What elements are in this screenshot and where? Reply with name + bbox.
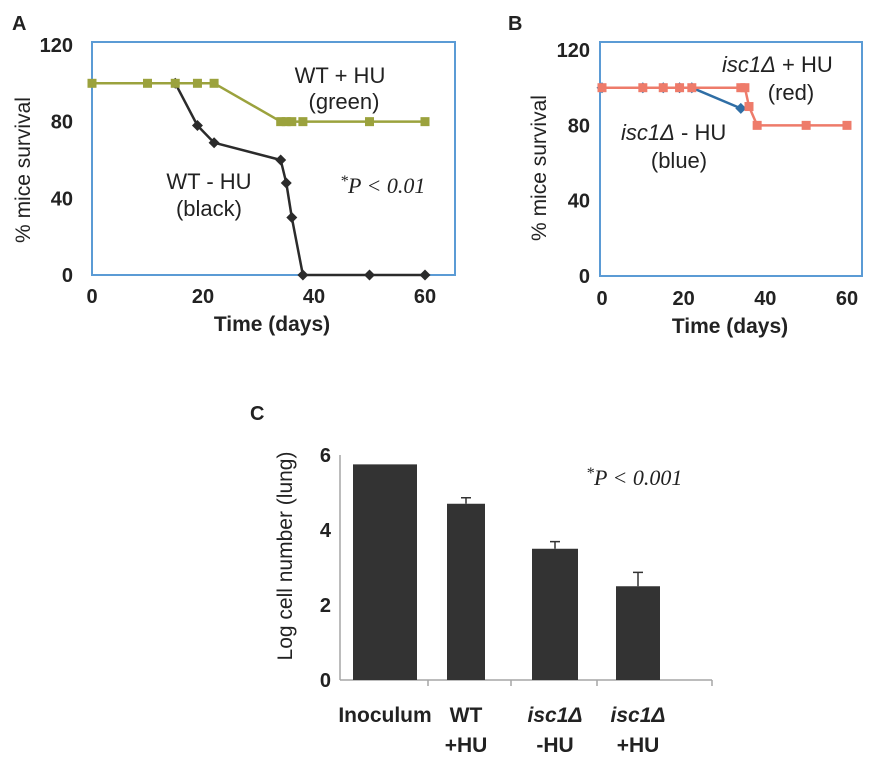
data-point-square (744, 102, 754, 112)
series-line (602, 86, 742, 110)
plot-frame (91, 41, 456, 276)
data-point-square (658, 83, 668, 93)
data-point-square (801, 120, 811, 130)
panel-c-plot: 0 2 4 6 Inoculum WT +HU isc1Δ -HU isc1Δ +HU (320, 445, 713, 757)
x-tick-label: 20 (673, 288, 695, 310)
series-0 (87, 78, 430, 127)
series-note-red: (red) (768, 80, 814, 105)
y-tick-label: 0 (579, 266, 590, 288)
panel-c: C Log cell number (lung) 0 2 4 6 Inoculum WT +… (250, 403, 713, 757)
y-tick-label: 120 (40, 35, 73, 57)
category-label: isc1Δ (528, 704, 583, 727)
panel-b-x-axis-title: Time (days) (672, 315, 788, 338)
y-tick-label: 4 (320, 520, 332, 542)
series-label-treatment: - HU (675, 120, 726, 145)
category-label: Inoculum (338, 704, 431, 727)
x-tick-label: 0 (86, 286, 97, 308)
data-point-square (420, 117, 430, 127)
significance-asterisk: * (586, 465, 594, 482)
data-point-diamond (364, 269, 375, 281)
series-label-wt-minus-hu: WT - HU (166, 169, 251, 194)
data-point-diamond (297, 269, 309, 281)
category-label: isc1Δ (611, 704, 666, 727)
data-point-square (170, 78, 180, 88)
series-label-isc1-minus-hu: isc1Δ - HU (621, 120, 726, 145)
data-point-diamond (275, 154, 287, 166)
bar (353, 464, 417, 680)
data-point-square (842, 120, 852, 130)
data-point-square (87, 78, 97, 88)
data-point-square (638, 83, 648, 93)
data-point-diamond (208, 137, 220, 149)
significance-text: P < 0.001 (593, 465, 682, 490)
y-tick-label: 0 (62, 265, 73, 287)
x-tick-label: 60 (836, 288, 858, 310)
y-tick-label: 40 (568, 191, 590, 213)
significance-text: P < 0.01 (347, 173, 425, 198)
series-label-treatment: + HU (776, 52, 833, 77)
panel-a-letter: A (12, 13, 26, 35)
x-tick-label: 0 (596, 288, 607, 310)
data-point-square (281, 117, 291, 127)
y-tick-label: 6 (320, 445, 331, 467)
y-tick-label: 80 (568, 115, 590, 137)
category-label: -HU (536, 734, 573, 757)
significance-asterisk: * (340, 173, 348, 190)
category-label: +HU (617, 734, 660, 757)
series-note-black: (black) (176, 196, 242, 221)
series-label-gene: isc1Δ (621, 120, 675, 145)
data-point-diamond (735, 102, 747, 114)
panel-a-y-axis-title: % mice survival (12, 97, 35, 243)
series-label-gene: isc1Δ (722, 52, 776, 77)
panel-c-y-axis-title: Log cell number (lung) (274, 452, 297, 661)
data-point-square (740, 83, 750, 93)
data-point-diamond (419, 269, 431, 281)
bar (447, 503, 485, 680)
data-point-square (365, 117, 374, 127)
category-label: WT (450, 704, 483, 727)
panel-a-x-axis-title: Time (days) (214, 313, 330, 336)
y-tick-label: 0 (320, 670, 331, 692)
panel-a-significance: *P < 0.01 (340, 173, 425, 198)
data-point-square (597, 83, 607, 93)
data-point-square (687, 83, 697, 93)
data-point-square (287, 117, 297, 127)
data-point-diamond (286, 211, 298, 223)
panel-a-plot: 0 40 80 120 0 20 40 60 (40, 35, 456, 308)
series-label-isc1-plus-hu: isc1Δ + HU (722, 52, 833, 77)
data-point-square (675, 83, 685, 93)
data-point-square (143, 78, 152, 88)
bar (532, 548, 578, 680)
x-tick-label: 20 (192, 286, 214, 308)
data-point-square (276, 117, 286, 127)
y-tick-label: 2 (320, 595, 331, 617)
series-0 (597, 83, 852, 130)
bar (616, 586, 660, 680)
data-point-diamond (280, 177, 292, 189)
panel-b-y-axis-title: % mice survival (528, 95, 551, 241)
data-point-square (192, 78, 202, 88)
series-label-wt-plus-hu: WT + HU (295, 63, 386, 88)
x-tick-label: 40 (754, 288, 776, 310)
panel-c-letter: C (250, 403, 264, 425)
series-note-blue: (blue) (651, 148, 707, 173)
panel-c-significance: *P < 0.001 (586, 465, 682, 490)
series-note-green: (green) (309, 89, 380, 114)
x-tick-label: 40 (303, 286, 325, 308)
panel-b-letter: B (508, 13, 522, 35)
category-label: +HU (445, 734, 488, 757)
y-tick-label: 40 (51, 188, 73, 210)
plot-frame (599, 41, 863, 277)
data-point-square (298, 117, 308, 127)
y-tick-label: 120 (557, 40, 590, 62)
x-tick-label: 60 (414, 286, 436, 308)
data-point-square (752, 120, 762, 130)
y-tick-label: 80 (51, 112, 73, 134)
panel-b-plot: 0 40 80 120 0 20 40 60 (557, 40, 863, 310)
panel-a: A % mice survival Time (days) 0 40 80 120 0 2… (12, 13, 456, 336)
data-point-square (209, 78, 219, 88)
panel-b: B % mice survival Time (days) 0 40 80 120 0 2… (508, 13, 863, 338)
data-point-diamond (191, 119, 203, 131)
